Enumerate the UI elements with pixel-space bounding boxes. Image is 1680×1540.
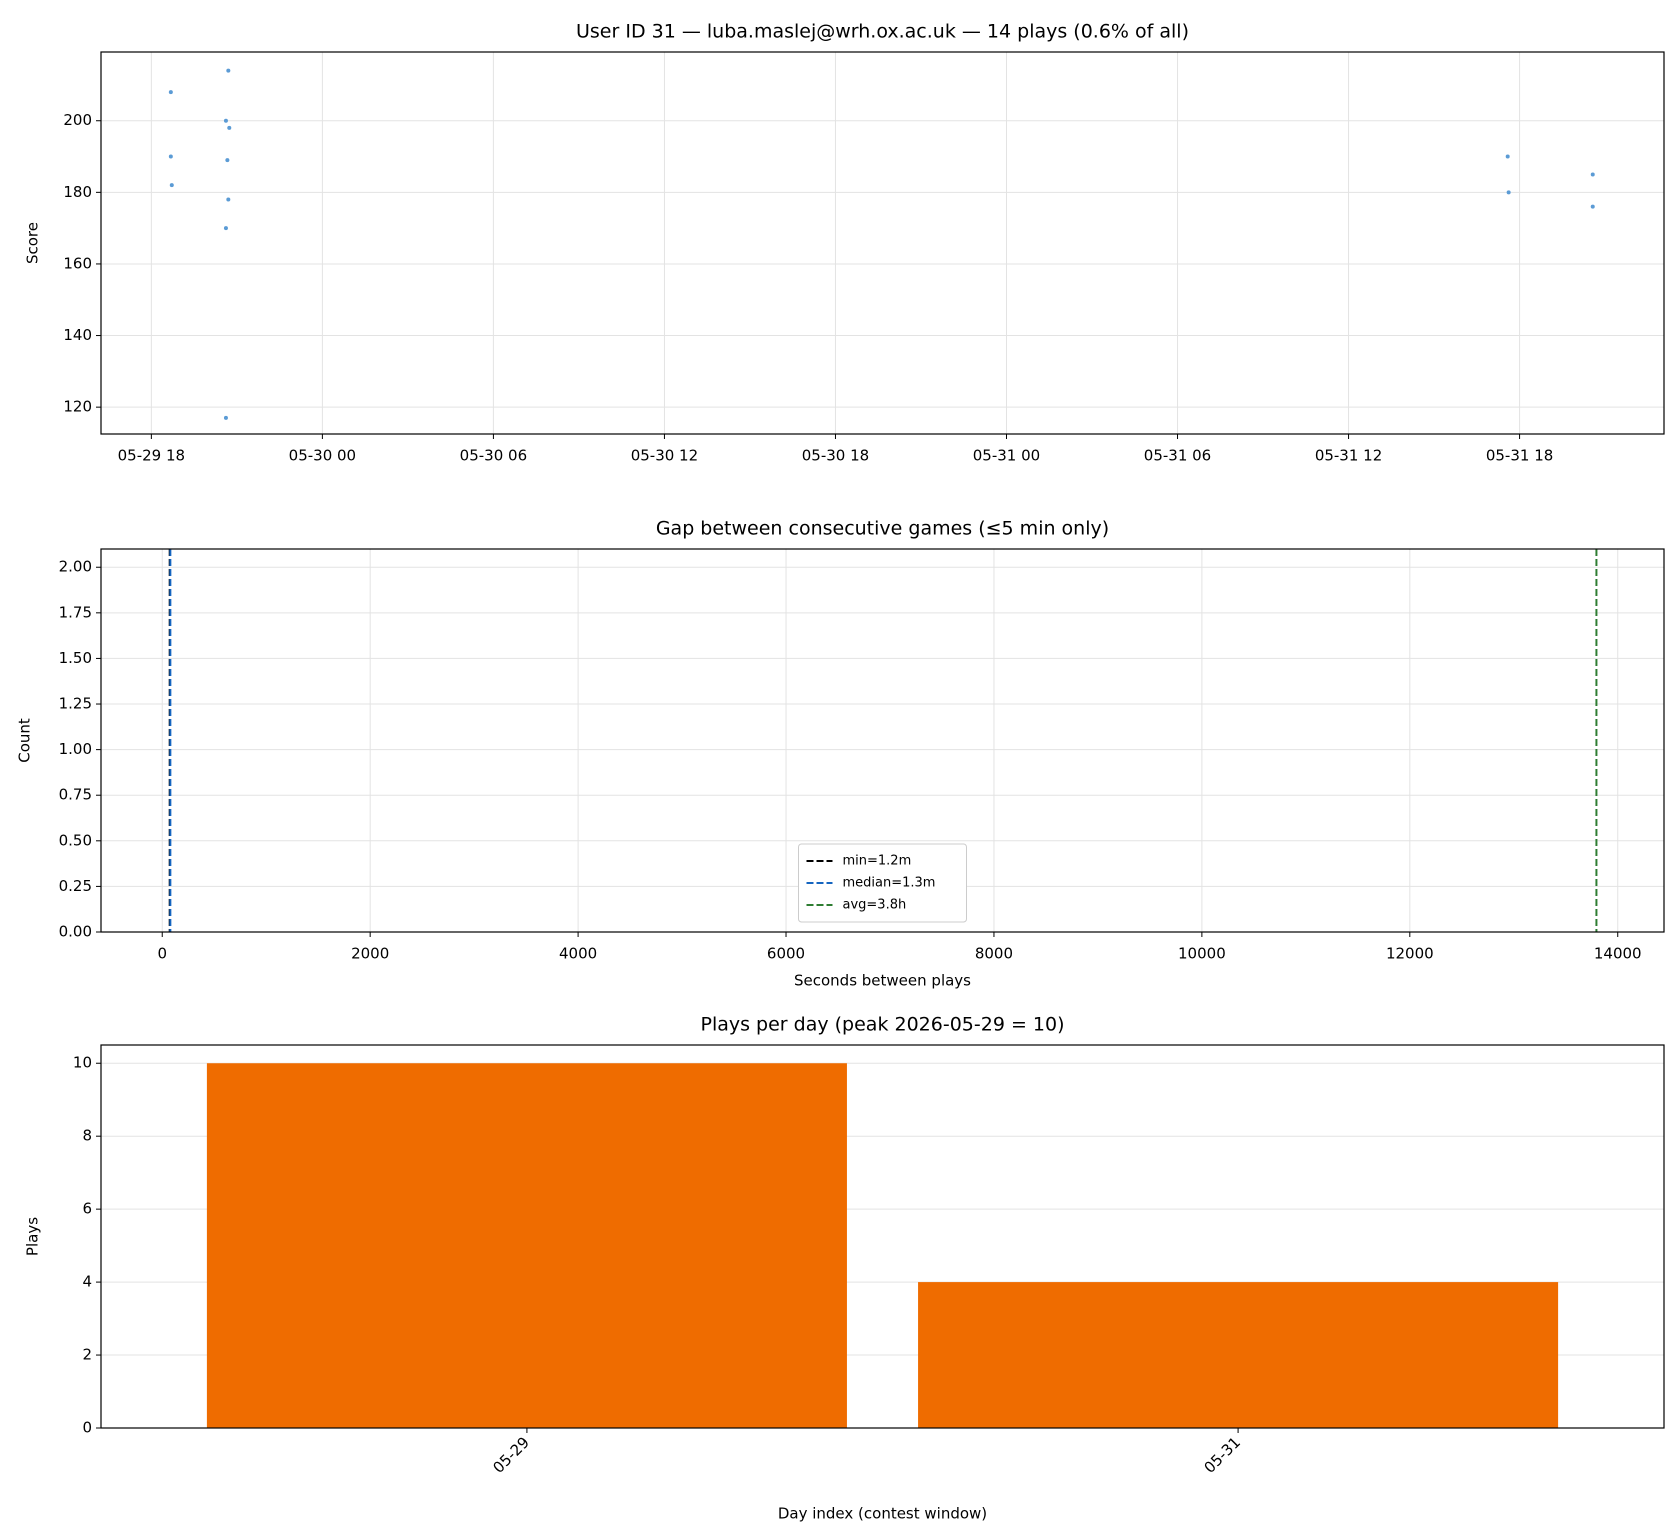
y-tick-label: 0.75 (59, 786, 92, 804)
bar (918, 1282, 1559, 1428)
y-tick-label: 0.00 (59, 923, 92, 941)
y-tick-label: 1.75 (59, 603, 92, 621)
x-tick-label: 05-30 06 (460, 447, 527, 465)
x-tick-label: 05-30 12 (631, 447, 698, 465)
x-tick-label: 05-30 00 (289, 447, 356, 465)
y-tick-label: 0 (82, 1419, 92, 1437)
x-tick-label: 2000 (351, 945, 389, 963)
point (223, 118, 228, 123)
point (1590, 172, 1595, 177)
y-tick-label: 0.25 (59, 877, 92, 895)
y-axis-label: Count (16, 718, 34, 763)
chart-title: User ID 31 — luba.maslej@wrh.ox.ac.uk — … (576, 21, 1189, 43)
chart-title: Gap between consecutive games (≤5 min on… (656, 518, 1109, 540)
legend-box (798, 843, 967, 923)
y-tick-label: 4 (82, 1273, 92, 1291)
x-tick-label: 6000 (767, 945, 805, 963)
y-axis-label: Score (24, 222, 42, 264)
legend-label: avg=3.8h (843, 898, 907, 913)
x-tick-label: 05-30 18 (802, 447, 869, 465)
y-tick-label: 160 (63, 254, 92, 272)
y-tick-label: 0.50 (59, 831, 92, 849)
point (225, 158, 230, 163)
x-tick-label: 05-31 (1201, 1433, 1245, 1477)
legend-label: median=1.3m (843, 876, 936, 891)
point (223, 415, 228, 420)
point (226, 68, 231, 73)
x-tick-label: 05-29 (489, 1433, 533, 1477)
point (1505, 154, 1510, 159)
y-tick-label: 1.00 (59, 740, 92, 758)
point (168, 154, 173, 159)
point (168, 90, 173, 95)
point (1590, 204, 1595, 209)
x-tick-label: 0 (157, 945, 167, 963)
axes-frame (100, 51, 1665, 435)
x-tick-label: 14000 (1594, 945, 1642, 963)
x-tick-label: 05-31 12 (1315, 447, 1382, 465)
y-tick-label: 120 (63, 398, 92, 416)
y-tick-label: 180 (63, 183, 92, 201)
x-tick-label: 05-31 18 (1486, 447, 1553, 465)
bar (206, 1063, 847, 1428)
point (227, 125, 232, 130)
x-tick-label: 05-31 06 (1144, 447, 1211, 465)
y-tick-label: 140 (63, 326, 92, 344)
y-tick-label: 6 (82, 1200, 92, 1218)
point (169, 183, 174, 188)
y-tick-label: 8 (82, 1127, 92, 1145)
chart-title: Plays per day (peak 2026-05-29 = 10) (700, 1014, 1064, 1036)
x-tick-label: 8000 (975, 945, 1013, 963)
x-tick-label: 4000 (559, 945, 597, 963)
x-tick-label: 12000 (1386, 945, 1434, 963)
y-tick-label: 2 (82, 1346, 92, 1364)
x-axis-label: Day index (contest window) (778, 1505, 987, 1523)
axes-frame (100, 1044, 1665, 1429)
x-tick-label: 05-29 18 (118, 447, 185, 465)
legend-label: min=1.2m (843, 854, 912, 869)
y-tick-label: 200 (63, 111, 92, 129)
y-tick-label: 10 (73, 1054, 92, 1072)
point (223, 226, 228, 231)
x-axis-label: Seconds between plays (794, 972, 971, 990)
point (1506, 190, 1511, 195)
y-tick-label: 1.25 (59, 695, 92, 713)
point (226, 197, 231, 202)
y-tick-label: 1.50 (59, 649, 92, 667)
y-tick-label: 2.00 (59, 558, 92, 576)
x-tick-label: 05-31 00 (973, 447, 1040, 465)
y-axis-label: Plays (24, 1217, 42, 1256)
axes-frame (100, 548, 1665, 933)
x-tick-label: 10000 (1178, 945, 1226, 963)
